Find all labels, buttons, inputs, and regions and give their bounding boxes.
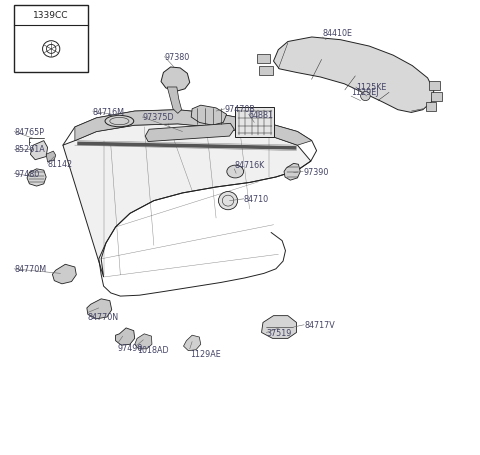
Polygon shape	[262, 316, 297, 339]
Text: 1129AE: 1129AE	[190, 349, 220, 358]
Text: 84770N: 84770N	[88, 313, 119, 322]
Text: 1339CC: 1339CC	[34, 11, 69, 20]
Polygon shape	[161, 68, 190, 92]
Polygon shape	[145, 124, 234, 142]
Text: 85261A: 85261A	[14, 145, 45, 154]
Circle shape	[360, 92, 370, 101]
Text: 84410E: 84410E	[323, 29, 352, 38]
Text: 37519: 37519	[266, 328, 292, 337]
Text: 97380: 97380	[164, 53, 190, 62]
Bar	[14, 6, 88, 73]
Polygon shape	[183, 335, 201, 351]
Polygon shape	[46, 152, 56, 162]
Circle shape	[218, 192, 238, 210]
Text: 84716M: 84716M	[93, 107, 125, 116]
Bar	[429, 81, 440, 91]
Polygon shape	[87, 299, 112, 319]
Polygon shape	[135, 334, 152, 349]
Polygon shape	[167, 88, 181, 114]
Polygon shape	[63, 125, 311, 278]
Text: 97480: 97480	[14, 169, 39, 178]
Polygon shape	[52, 265, 76, 284]
Ellipse shape	[227, 166, 243, 178]
Text: 1125KE: 1125KE	[356, 83, 386, 92]
Text: 97375D: 97375D	[143, 113, 174, 122]
Text: 84765P: 84765P	[14, 128, 44, 137]
Ellipse shape	[105, 116, 134, 127]
Polygon shape	[77, 142, 297, 151]
Text: 97470B: 97470B	[225, 105, 255, 114]
Bar	[432, 92, 442, 101]
Polygon shape	[284, 164, 300, 181]
Bar	[259, 66, 273, 76]
Text: 97390: 97390	[303, 168, 328, 177]
Text: 84710: 84710	[244, 195, 269, 204]
Text: 84770M: 84770M	[14, 265, 46, 274]
Text: 64881: 64881	[249, 111, 274, 120]
Bar	[257, 55, 270, 64]
Polygon shape	[75, 111, 312, 146]
Polygon shape	[191, 106, 227, 126]
Text: 1018AD: 1018AD	[137, 345, 169, 354]
Bar	[235, 108, 275, 138]
Polygon shape	[116, 328, 135, 345]
Polygon shape	[30, 142, 48, 160]
Polygon shape	[274, 38, 434, 113]
Polygon shape	[27, 169, 46, 187]
Text: 97490: 97490	[118, 343, 144, 352]
Text: 1129EJ: 1129EJ	[351, 88, 379, 97]
Text: 81142: 81142	[48, 160, 73, 168]
Text: 84716K: 84716K	[234, 161, 264, 169]
Text: 84717V: 84717V	[304, 320, 335, 329]
Bar	[426, 103, 436, 112]
